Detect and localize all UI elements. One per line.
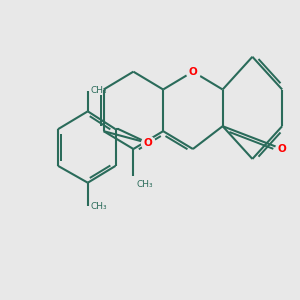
Text: O: O [278, 144, 286, 154]
Text: O: O [144, 138, 153, 148]
Text: CH₃: CH₃ [91, 202, 107, 211]
Text: CH₃: CH₃ [91, 86, 107, 95]
Text: CH₃: CH₃ [136, 180, 153, 189]
Text: O: O [188, 67, 197, 77]
